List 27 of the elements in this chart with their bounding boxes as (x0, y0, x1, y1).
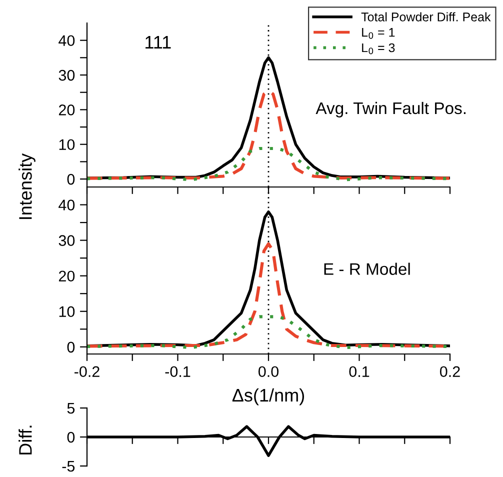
y-tick-label: 0 (67, 342, 75, 353)
legend-label: L$_{0}$ = 3 (362, 43, 395, 54)
y-tick-label: 30 (58, 70, 75, 81)
legend-label: Total Powder Diff. Peak (361, 12, 491, 22)
y-tick-label: -5 (62, 461, 75, 472)
y-tick-label: 40 (58, 200, 75, 210)
y-tick-label: 0 (67, 174, 75, 185)
y-tick-label: 0 (67, 432, 75, 443)
annotation: 111 (146, 36, 171, 48)
x-tick-label: 0.1 (349, 366, 370, 378)
annotation: E - R Model (324, 262, 410, 275)
y-tick-label: 10 (59, 139, 75, 150)
y-tick-label: 20 (58, 104, 75, 116)
x-tick-label: -0.2 (74, 366, 100, 378)
y-tick-label: 40 (58, 35, 75, 46)
x-tick-label: -0.1 (165, 366, 190, 378)
x-tick-label: 0.0 (258, 366, 279, 378)
annotation: Avg. Twin Fault Pos. (316, 102, 466, 118)
y-tick-label: 10 (59, 306, 75, 318)
x-tick-label: 0.2 (440, 366, 460, 378)
x-axis-title: Δs(1/nm) (232, 388, 304, 406)
y-axis-title: Intensity (18, 153, 36, 219)
y-axis-title: Diff. (18, 426, 32, 454)
y-tick-label: 20 (58, 270, 75, 282)
y-tick-label: 30 (58, 235, 75, 246)
legend-label: L$_{0}$ = 1 (362, 28, 395, 39)
y-tick-label: 5 (67, 403, 75, 414)
